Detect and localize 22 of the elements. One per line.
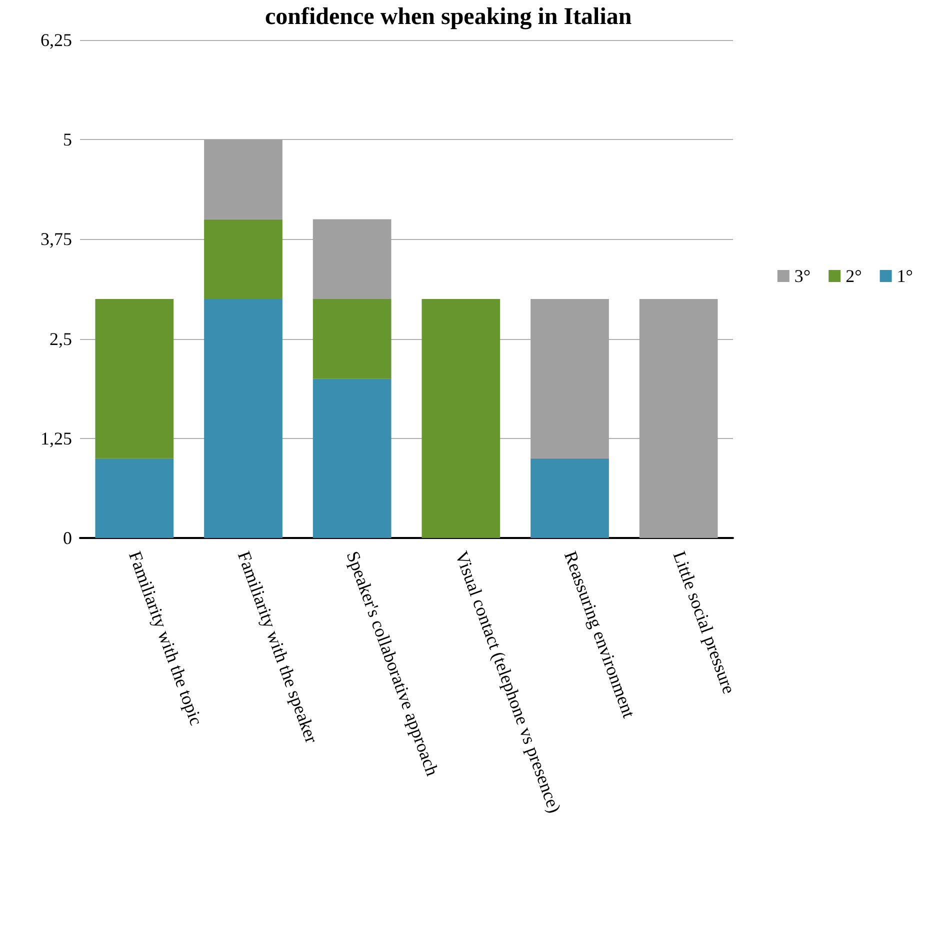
y-tick-label: 1,25 [40,428,72,448]
bar [312,219,392,299]
bar [95,298,174,458]
legend-label: 3° [794,266,811,286]
bar [204,219,282,299]
bar [312,378,392,538]
y-tick-label: 3,75 [40,229,72,250]
bar [530,298,609,458]
bar [639,298,718,538]
bar [204,298,282,538]
bar [204,140,282,220]
y-tick-label: 5 [63,130,72,150]
bar [422,298,500,538]
bar [530,458,609,538]
bar [312,298,392,379]
y-tick-label: 2,5 [50,328,72,349]
chart-title: confidence when speaking in Italian [265,4,632,30]
legend-label: 2° [846,266,862,286]
bar [95,458,174,538]
y-tick-label: 6,25 [40,30,72,50]
y-tick-label: 0 [63,528,72,548]
legend-label: 1° [896,266,914,286]
